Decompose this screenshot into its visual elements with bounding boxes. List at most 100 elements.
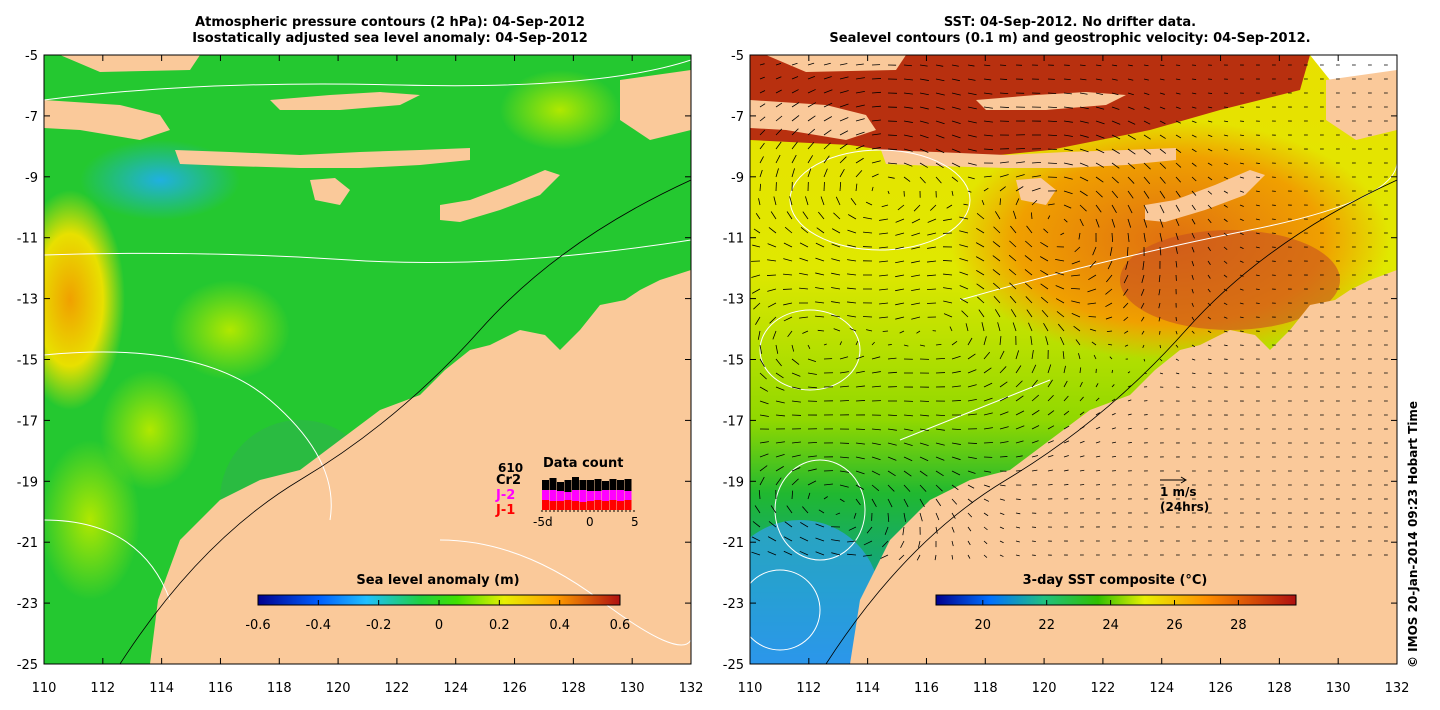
velocity-vector bbox=[895, 316, 905, 320]
velocity-vector bbox=[981, 199, 985, 206]
velocity-vector bbox=[997, 322, 1001, 332]
velocity-vector bbox=[1127, 78, 1134, 81]
data-count-bar bbox=[542, 500, 549, 510]
velocity-vector bbox=[1079, 426, 1085, 430]
velocity-vector bbox=[976, 270, 985, 276]
velocity-vector bbox=[759, 156, 764, 164]
velocity-arrow-head bbox=[1180, 476, 1187, 484]
velocity-vector bbox=[911, 274, 921, 278]
velocity-vector bbox=[951, 512, 956, 519]
velocity-vector bbox=[1127, 442, 1132, 444]
velocity-vector bbox=[1047, 120, 1058, 123]
velocity-vector bbox=[1239, 232, 1244, 236]
velocity-vector bbox=[1015, 350, 1020, 360]
velocity-vector bbox=[866, 526, 873, 534]
velocity-vector bbox=[1057, 323, 1065, 332]
velocity-vector bbox=[919, 148, 929, 153]
velocity-vector bbox=[775, 400, 785, 404]
velocity-vector bbox=[1087, 288, 1097, 293]
velocity-vector bbox=[1063, 380, 1068, 388]
velocity-vector bbox=[847, 553, 857, 556]
data-count-bar bbox=[602, 481, 609, 490]
data-count-bar bbox=[549, 478, 557, 490]
sst-hot-core bbox=[1120, 230, 1340, 330]
velocity-vector bbox=[1106, 330, 1113, 333]
velocity-vector bbox=[934, 554, 937, 561]
left-title-line1: Atmospheric pressure contours (2 hPa): 0… bbox=[195, 15, 585, 30]
velocity-vector bbox=[1127, 385, 1131, 388]
velocity-vector bbox=[935, 162, 944, 169]
colorbar-tick-label: 24 bbox=[1102, 618, 1119, 633]
velocity-vector bbox=[835, 196, 841, 206]
velocity-vector bbox=[855, 498, 861, 506]
velocity-vector bbox=[866, 329, 873, 332]
velocity-vector bbox=[919, 64, 928, 67]
velocity-vector bbox=[815, 242, 825, 248]
velocity-vector bbox=[1015, 540, 1020, 543]
velocity-vector bbox=[759, 63, 765, 66]
velocity-vector bbox=[949, 326, 953, 332]
velocity-vector bbox=[1127, 204, 1133, 214]
velocity-vector bbox=[791, 102, 800, 108]
velocity-vector bbox=[871, 186, 874, 192]
velocity-vector bbox=[911, 218, 921, 224]
velocity-vector bbox=[791, 168, 795, 178]
velocity-vector bbox=[887, 456, 897, 461]
y-tick-label: -21 bbox=[17, 536, 38, 551]
velocity-vector bbox=[1071, 313, 1081, 318]
data-count-bar bbox=[579, 480, 587, 490]
velocity-vector bbox=[1063, 395, 1069, 402]
velocity-vector bbox=[1111, 413, 1116, 416]
velocity-vector bbox=[887, 512, 890, 522]
velocity-vector bbox=[951, 134, 961, 139]
velocity-vector bbox=[1159, 218, 1164, 228]
velocity-vector bbox=[999, 366, 1007, 374]
velocity-vector bbox=[1127, 218, 1132, 228]
velocity-vector bbox=[802, 506, 809, 514]
velocity-vector bbox=[983, 367, 992, 374]
sla-light-blob-4 bbox=[500, 70, 620, 150]
velocity-vector bbox=[1255, 274, 1260, 277]
velocity-vector bbox=[1127, 134, 1136, 140]
velocity-vector bbox=[1047, 425, 1055, 430]
velocity-vector bbox=[1223, 274, 1228, 278]
velocity-vector bbox=[770, 211, 777, 220]
velocity-vector bbox=[775, 441, 785, 444]
velocity-vector bbox=[783, 302, 793, 306]
velocity-vector bbox=[784, 521, 793, 528]
velocity-vector bbox=[791, 128, 799, 136]
velocity-vector bbox=[918, 540, 921, 548]
velocity-vector bbox=[1047, 440, 1054, 444]
velocity-vector bbox=[879, 260, 889, 263]
velocity-legend: 1 m/s (24hrs) bbox=[1160, 476, 1209, 514]
velocity-vector bbox=[839, 385, 849, 388]
velocity-vector bbox=[983, 397, 993, 402]
velocity-vector bbox=[999, 411, 1009, 416]
y-tick-label: -23 bbox=[17, 597, 38, 612]
velocity-vector bbox=[839, 341, 843, 346]
velocity-vector bbox=[855, 90, 865, 94]
pressure-contour bbox=[44, 519, 171, 601]
velocity-vector bbox=[951, 498, 958, 505]
velocity-vector bbox=[839, 76, 849, 80]
data-count-bar bbox=[572, 490, 579, 501]
colorbar-tick-label: 0.2 bbox=[489, 618, 510, 633]
velocity-vector bbox=[1111, 232, 1114, 243]
data-count-bar bbox=[557, 491, 564, 501]
velocity-vector bbox=[1143, 162, 1151, 170]
x-tick-label: 130 bbox=[1326, 681, 1351, 696]
y-tick-label: -13 bbox=[17, 293, 38, 308]
velocity-vector bbox=[1223, 302, 1228, 306]
velocity-vector bbox=[967, 120, 977, 124]
velocity-vector bbox=[930, 204, 937, 211]
velocity-vector bbox=[799, 242, 809, 248]
velocity-vector bbox=[1223, 260, 1228, 264]
velocity-vector bbox=[1040, 241, 1049, 248]
velocity-vector bbox=[1047, 92, 1057, 94]
velocity-vector bbox=[1031, 364, 1037, 374]
velocity-vector bbox=[1175, 344, 1179, 348]
velocity-vector bbox=[1175, 106, 1181, 110]
velocity-vector bbox=[1015, 410, 1025, 416]
velocity-vector bbox=[1079, 92, 1088, 95]
velocity-vector bbox=[791, 386, 801, 390]
